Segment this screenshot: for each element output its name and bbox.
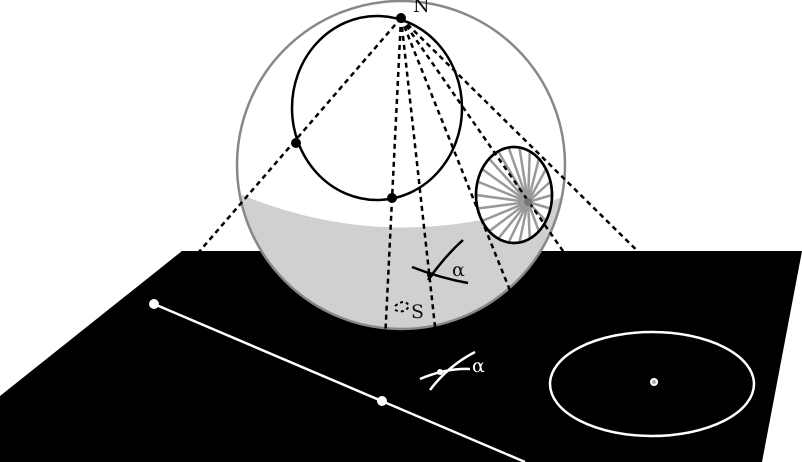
spoke-line [477, 180, 529, 204]
spoke-line [527, 193, 553, 204]
spoke-center-point [524, 198, 532, 206]
spoke-line [507, 201, 530, 244]
projected-line [153, 302, 526, 462]
spoke-line [527, 180, 552, 203]
spoke-line [488, 201, 529, 233]
plane-point-bottom [377, 396, 387, 406]
spoke-line [526, 158, 541, 203]
spoke-line [526, 168, 548, 203]
spoke-line [477, 200, 529, 210]
spoke-line [475, 193, 529, 204]
spoke-line [526, 201, 532, 239]
label-north: N [413, 0, 430, 17]
points [149, 13, 658, 406]
small-circle-with-spokes [474, 145, 554, 245]
projection-plane [0, 251, 802, 462]
ellipse-center-inner [652, 380, 656, 384]
spoke-line [526, 151, 532, 203]
circle-point-bottom [387, 193, 397, 203]
spoke-line [518, 147, 530, 203]
projected-ellipse [548, 330, 756, 438]
angle-point-sphere [427, 272, 433, 278]
label-alpha-plane: α [472, 355, 485, 377]
spoke-line [518, 201, 530, 243]
label-south: S [411, 301, 424, 323]
spoke-line [488, 157, 529, 203]
spoke-line [497, 201, 529, 240]
plane-point-left [149, 299, 159, 309]
south-pole-marker [394, 301, 411, 313]
spoke-line [507, 147, 530, 203]
angle-point-plane [437, 369, 443, 375]
spoke-line [481, 167, 529, 204]
projection-lines [153, 17, 741, 402]
spoke-line [497, 150, 530, 203]
sphere-outline [235, 0, 567, 331]
north-pole-point [396, 13, 406, 23]
spoke-line [526, 201, 541, 232]
label-alpha-sphere: α [452, 259, 465, 281]
angle-curves-plane [419, 350, 476, 391]
circle-point-left [291, 138, 301, 148]
spoke-line [481, 200, 529, 223]
circle-through-north [290, 14, 464, 202]
